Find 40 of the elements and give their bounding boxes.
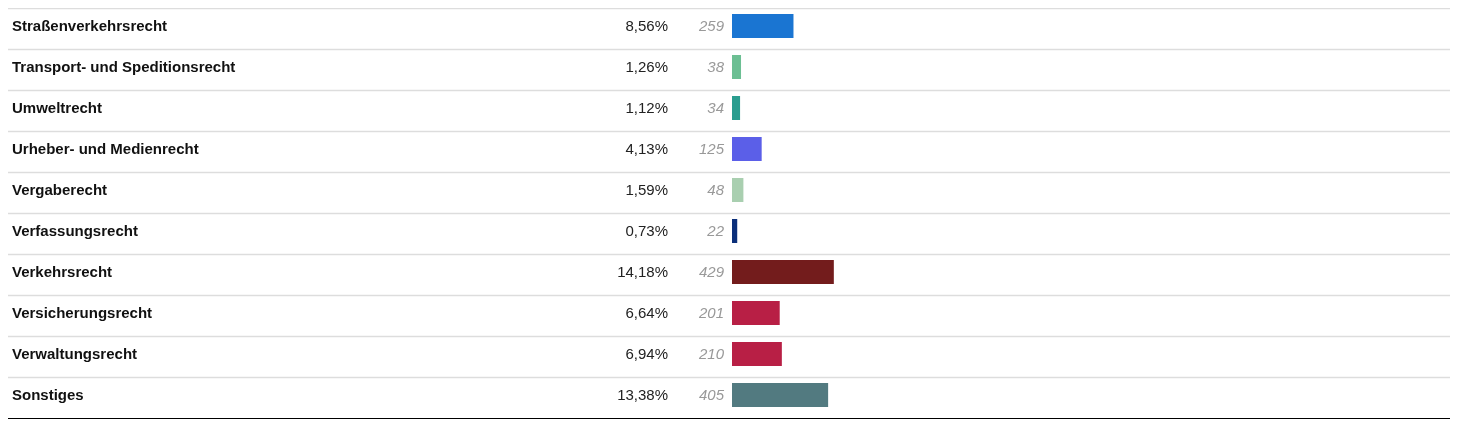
y-tick-label: Verkehrsrecht	[12, 262, 113, 280]
bar	[732, 178, 744, 202]
y-tick-label: Transport- und Speditionsrecht	[12, 57, 236, 75]
bar	[732, 301, 780, 325]
bar	[732, 14, 794, 38]
y-tick-label: Verfassungsrecht	[12, 221, 138, 239]
data-label: 429	[698, 262, 725, 280]
y-tick-label: Umweltrecht	[12, 98, 103, 116]
data-label: 405	[698, 385, 725, 403]
y-tick-label: Vergaberecht	[12, 180, 108, 198]
data-label: 259	[697, 16, 725, 34]
data-label: 48	[707, 180, 725, 198]
y-tick-label: Urheber- und Medienrecht	[12, 139, 199, 157]
data-label: 210	[697, 344, 725, 362]
text: 0,73%	[625, 221, 668, 239]
y-tick-label: Verwaltungsrecht	[12, 344, 138, 362]
text: 13,38%	[617, 385, 668, 403]
text: 6,64%	[625, 303, 668, 321]
text: 1,26%	[625, 57, 668, 75]
data-label: 34	[707, 98, 724, 116]
y-tick-label: Straßenverkehrsrecht	[12, 16, 168, 34]
data-label: 125	[698, 139, 725, 157]
bar	[732, 383, 829, 407]
y-tick-label: Sonstiges	[12, 385, 84, 403]
text: 8,56%	[625, 16, 668, 34]
bar	[732, 55, 742, 79]
text: 14,18%	[617, 262, 668, 280]
bar	[732, 137, 762, 161]
data-label: 38	[707, 57, 725, 75]
text: 1,12%	[625, 98, 668, 116]
text: 1,59%	[625, 180, 668, 198]
text: 6,94%	[625, 344, 668, 362]
y-tick-label: Versicherungsrecht	[12, 303, 153, 321]
bar	[732, 219, 738, 243]
bar	[732, 96, 741, 120]
text: 4,13%	[625, 139, 668, 157]
data-label: 201	[697, 303, 724, 321]
bar	[732, 342, 782, 366]
bar	[732, 260, 834, 284]
data-label: 22	[706, 221, 725, 239]
